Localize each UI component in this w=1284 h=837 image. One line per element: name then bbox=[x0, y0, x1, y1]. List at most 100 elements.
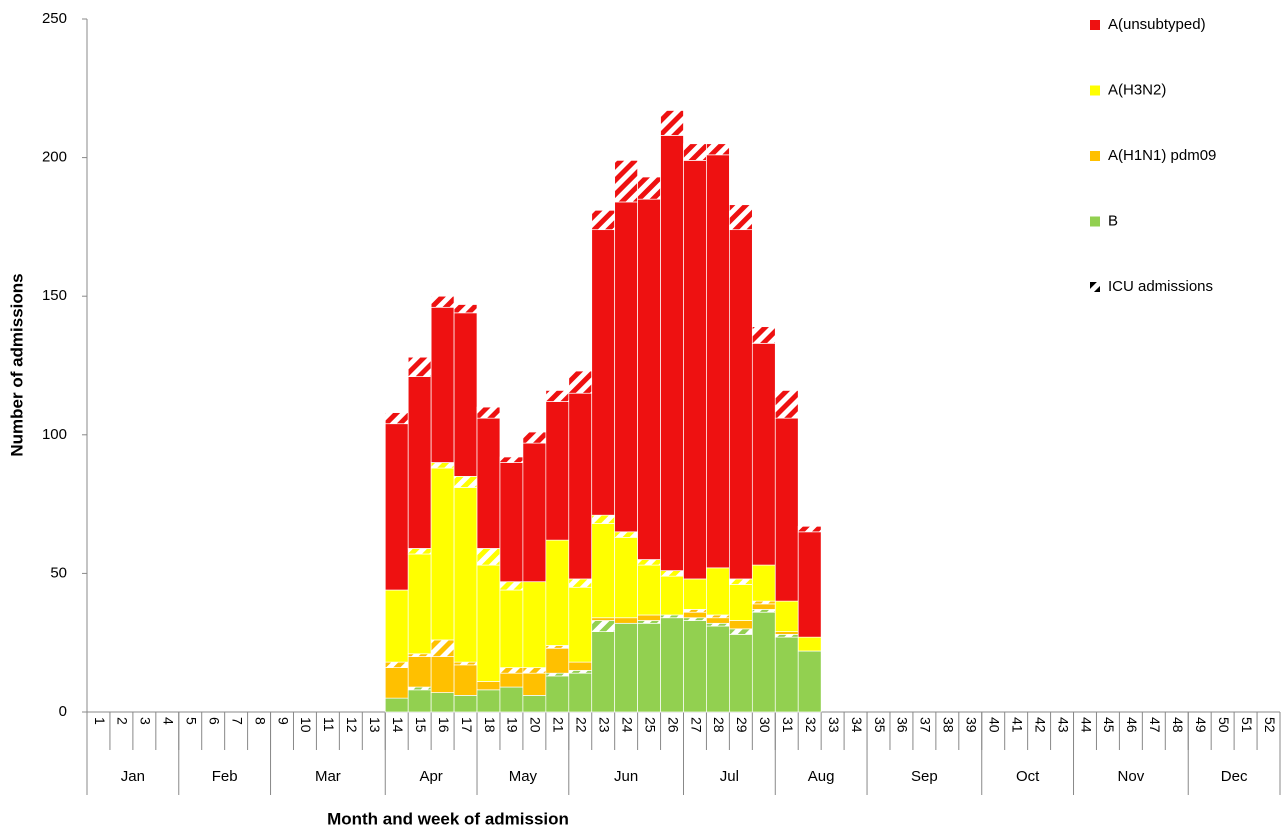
bar-segment bbox=[774, 631, 799, 635]
icu-segment bbox=[637, 176, 661, 200]
icu-segment bbox=[637, 559, 661, 566]
icu-segment bbox=[568, 670, 593, 674]
bar-segment bbox=[751, 603, 776, 610]
bar-segment bbox=[430, 656, 455, 693]
x-tick-label: 36 bbox=[895, 717, 911, 733]
x-tick-label: 47 bbox=[1147, 717, 1163, 733]
bar-segment bbox=[499, 462, 524, 583]
icu-segment bbox=[568, 370, 593, 394]
legend-label: A(unsubtyped) bbox=[1108, 16, 1206, 33]
bar-segment bbox=[591, 523, 616, 619]
x-tick-label: 46 bbox=[1124, 717, 1140, 733]
bar-segment bbox=[797, 650, 822, 713]
x-tick-label: 1 bbox=[92, 717, 108, 725]
x-tick-label: 39 bbox=[964, 717, 980, 733]
icu-segment bbox=[660, 570, 684, 577]
month-label: Apr bbox=[419, 768, 442, 785]
x-tick-label: 21 bbox=[551, 717, 567, 733]
icu-segment bbox=[453, 476, 478, 488]
x-tick-label: 43 bbox=[1055, 717, 1071, 733]
bar-segment bbox=[591, 631, 616, 713]
bar-segment bbox=[729, 229, 753, 580]
icu-segment bbox=[499, 667, 524, 674]
bar-segment bbox=[683, 578, 707, 610]
bar-segment bbox=[751, 564, 776, 602]
bar-segment bbox=[384, 589, 409, 663]
month-label: Jun bbox=[614, 768, 638, 785]
bar-segment bbox=[522, 672, 547, 696]
x-tick-label: 52 bbox=[1262, 717, 1278, 733]
y-tick-label: 50 bbox=[50, 564, 67, 581]
icu-segment bbox=[407, 548, 432, 555]
bar-segment bbox=[660, 135, 684, 571]
bar-segment bbox=[797, 636, 822, 652]
icu-segment bbox=[660, 110, 684, 136]
bar-segment bbox=[407, 689, 432, 713]
x-tick-label: 33 bbox=[826, 717, 842, 733]
month-label: Feb bbox=[212, 768, 238, 785]
icu-segment bbox=[660, 614, 684, 619]
legend-swatch bbox=[1090, 85, 1100, 96]
x-tick-label: 32 bbox=[803, 717, 819, 733]
bar-segment bbox=[706, 625, 730, 713]
icu-segment bbox=[774, 390, 799, 419]
icu-segment bbox=[407, 356, 432, 377]
x-tick-label: 11 bbox=[321, 717, 337, 732]
icu-segment bbox=[751, 609, 776, 613]
bar-segment bbox=[499, 589, 524, 668]
bar-segment bbox=[774, 417, 799, 602]
x-tick-label: 31 bbox=[780, 717, 796, 733]
icu-segment bbox=[522, 431, 547, 444]
bar-segment bbox=[660, 617, 684, 713]
bar-segment bbox=[522, 442, 547, 583]
x-tick-label: 41 bbox=[1009, 717, 1025, 733]
bar-segment bbox=[430, 306, 455, 463]
bar-segment bbox=[430, 692, 455, 713]
bar-segment bbox=[614, 617, 638, 624]
icu-segment bbox=[729, 204, 753, 231]
x-tick-label: 29 bbox=[734, 717, 750, 733]
x-tick-label: 16 bbox=[436, 717, 452, 733]
bar-segment bbox=[545, 401, 570, 541]
bar-segment bbox=[637, 622, 661, 713]
bar-segment bbox=[568, 661, 593, 671]
icu-segment bbox=[499, 581, 524, 591]
x-tick-label: 38 bbox=[941, 717, 957, 733]
bar-segment bbox=[683, 620, 707, 713]
legend-label: ICU admissions bbox=[1108, 278, 1213, 295]
icu-segment bbox=[706, 622, 730, 627]
bar-segment bbox=[453, 695, 478, 713]
icu-segment bbox=[384, 661, 409, 668]
x-tick-label: 8 bbox=[252, 717, 268, 725]
x-tick-label: 20 bbox=[528, 717, 544, 733]
bar-segment bbox=[683, 611, 707, 619]
bar-segment bbox=[751, 342, 776, 566]
icu-segment bbox=[683, 143, 707, 161]
y-tick-label: 100 bbox=[42, 426, 67, 443]
bar-segment bbox=[499, 672, 524, 688]
x-tick-label: 27 bbox=[688, 717, 704, 733]
icu-segment bbox=[706, 614, 730, 619]
x-tick-label: 18 bbox=[482, 717, 498, 733]
x-tick-label: 45 bbox=[1101, 717, 1117, 733]
month-label: May bbox=[509, 768, 538, 785]
icu-segment bbox=[430, 639, 455, 657]
icu-segment bbox=[384, 412, 409, 425]
bar-segment bbox=[384, 423, 409, 591]
bar-segment bbox=[568, 392, 593, 580]
bar-segment bbox=[545, 539, 570, 646]
bar-segment bbox=[476, 564, 501, 682]
x-tick-label: 35 bbox=[872, 717, 888, 733]
bar-segment bbox=[522, 581, 547, 668]
icu-segment bbox=[430, 462, 455, 469]
bar-segment bbox=[751, 611, 776, 713]
legend-swatch bbox=[1090, 216, 1100, 227]
x-tick-label: 9 bbox=[275, 717, 291, 725]
icu-segment bbox=[706, 143, 730, 156]
bar-segment bbox=[568, 672, 593, 713]
bar-segment bbox=[774, 636, 799, 713]
y-tick-label: 250 bbox=[42, 10, 67, 27]
icu-segment bbox=[545, 390, 570, 402]
x-tick-label: 28 bbox=[711, 717, 727, 733]
